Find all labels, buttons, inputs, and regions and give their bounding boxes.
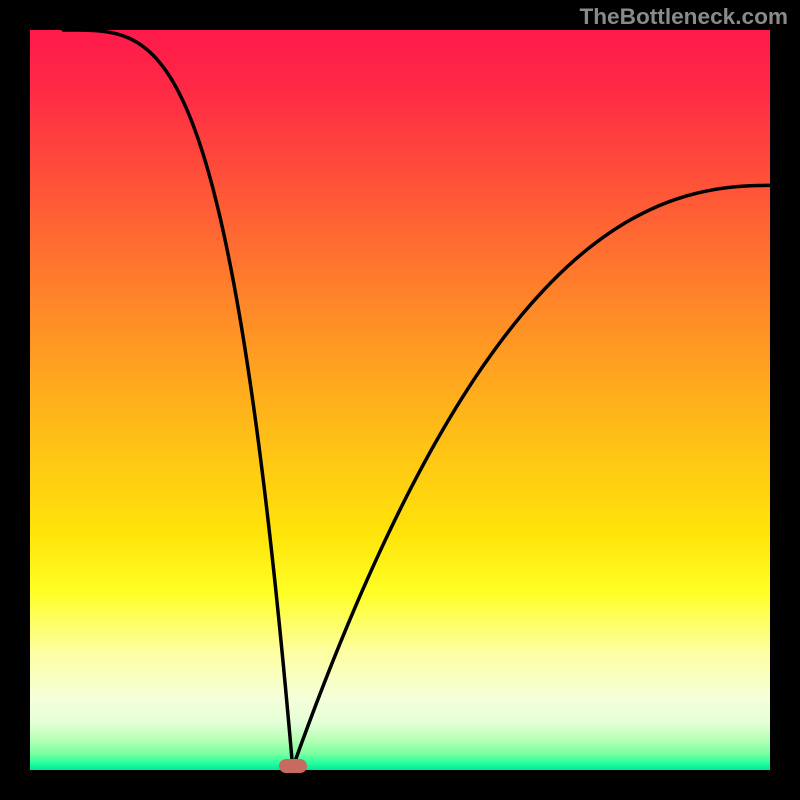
chart-outer: TheBottleneck.com: [0, 0, 800, 800]
watermark-text: TheBottleneck.com: [579, 4, 788, 30]
bottleneck-curve: [63, 30, 770, 768]
plot-area: [30, 30, 770, 770]
curve-svg: [30, 30, 770, 770]
optimum-marker: [279, 759, 307, 773]
